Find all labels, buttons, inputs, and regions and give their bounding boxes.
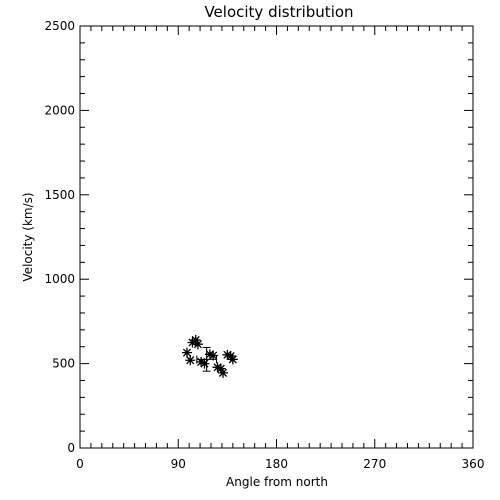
data-point: [196, 356, 207, 367]
data-point: [225, 351, 236, 362]
data-points: [181, 334, 238, 378]
tick-labels: 0 90 180 270 360 0 500 1000 1500 2000 2500: [44, 19, 484, 471]
x-tick-label: 360: [462, 457, 485, 471]
x-tick-label: 0: [76, 457, 84, 471]
y-tick-label: 2500: [44, 19, 75, 33]
x-axis-title: Angle from north: [226, 475, 328, 489]
y-tick-label: 0: [67, 441, 75, 455]
data-point: [190, 334, 201, 345]
x-tick-label: 180: [265, 457, 288, 471]
data-point: [218, 367, 229, 378]
data-point: [199, 358, 210, 369]
data-point: [215, 363, 226, 374]
data-point: [208, 350, 219, 361]
data-point: [181, 347, 192, 358]
y-axis-title: Velocity (km/s): [21, 192, 35, 281]
data-point: [212, 362, 223, 373]
y-tick-label: 1000: [44, 272, 75, 286]
plot-frame: [79, 25, 474, 449]
y-tick-label: 500: [52, 357, 75, 371]
x-tick-label: 90: [171, 457, 186, 471]
x-tick-label: 270: [363, 457, 386, 471]
chart-title: Velocity distribution: [204, 3, 353, 21]
data-point: [185, 355, 196, 366]
y-tick-label: 1500: [44, 188, 75, 202]
y-tick-label: 2000: [44, 103, 75, 117]
data-point: [227, 354, 238, 365]
axis-ticks: [79, 25, 474, 449]
data-point: [192, 339, 203, 350]
data-point: [222, 349, 233, 360]
data-point: [204, 349, 215, 360]
